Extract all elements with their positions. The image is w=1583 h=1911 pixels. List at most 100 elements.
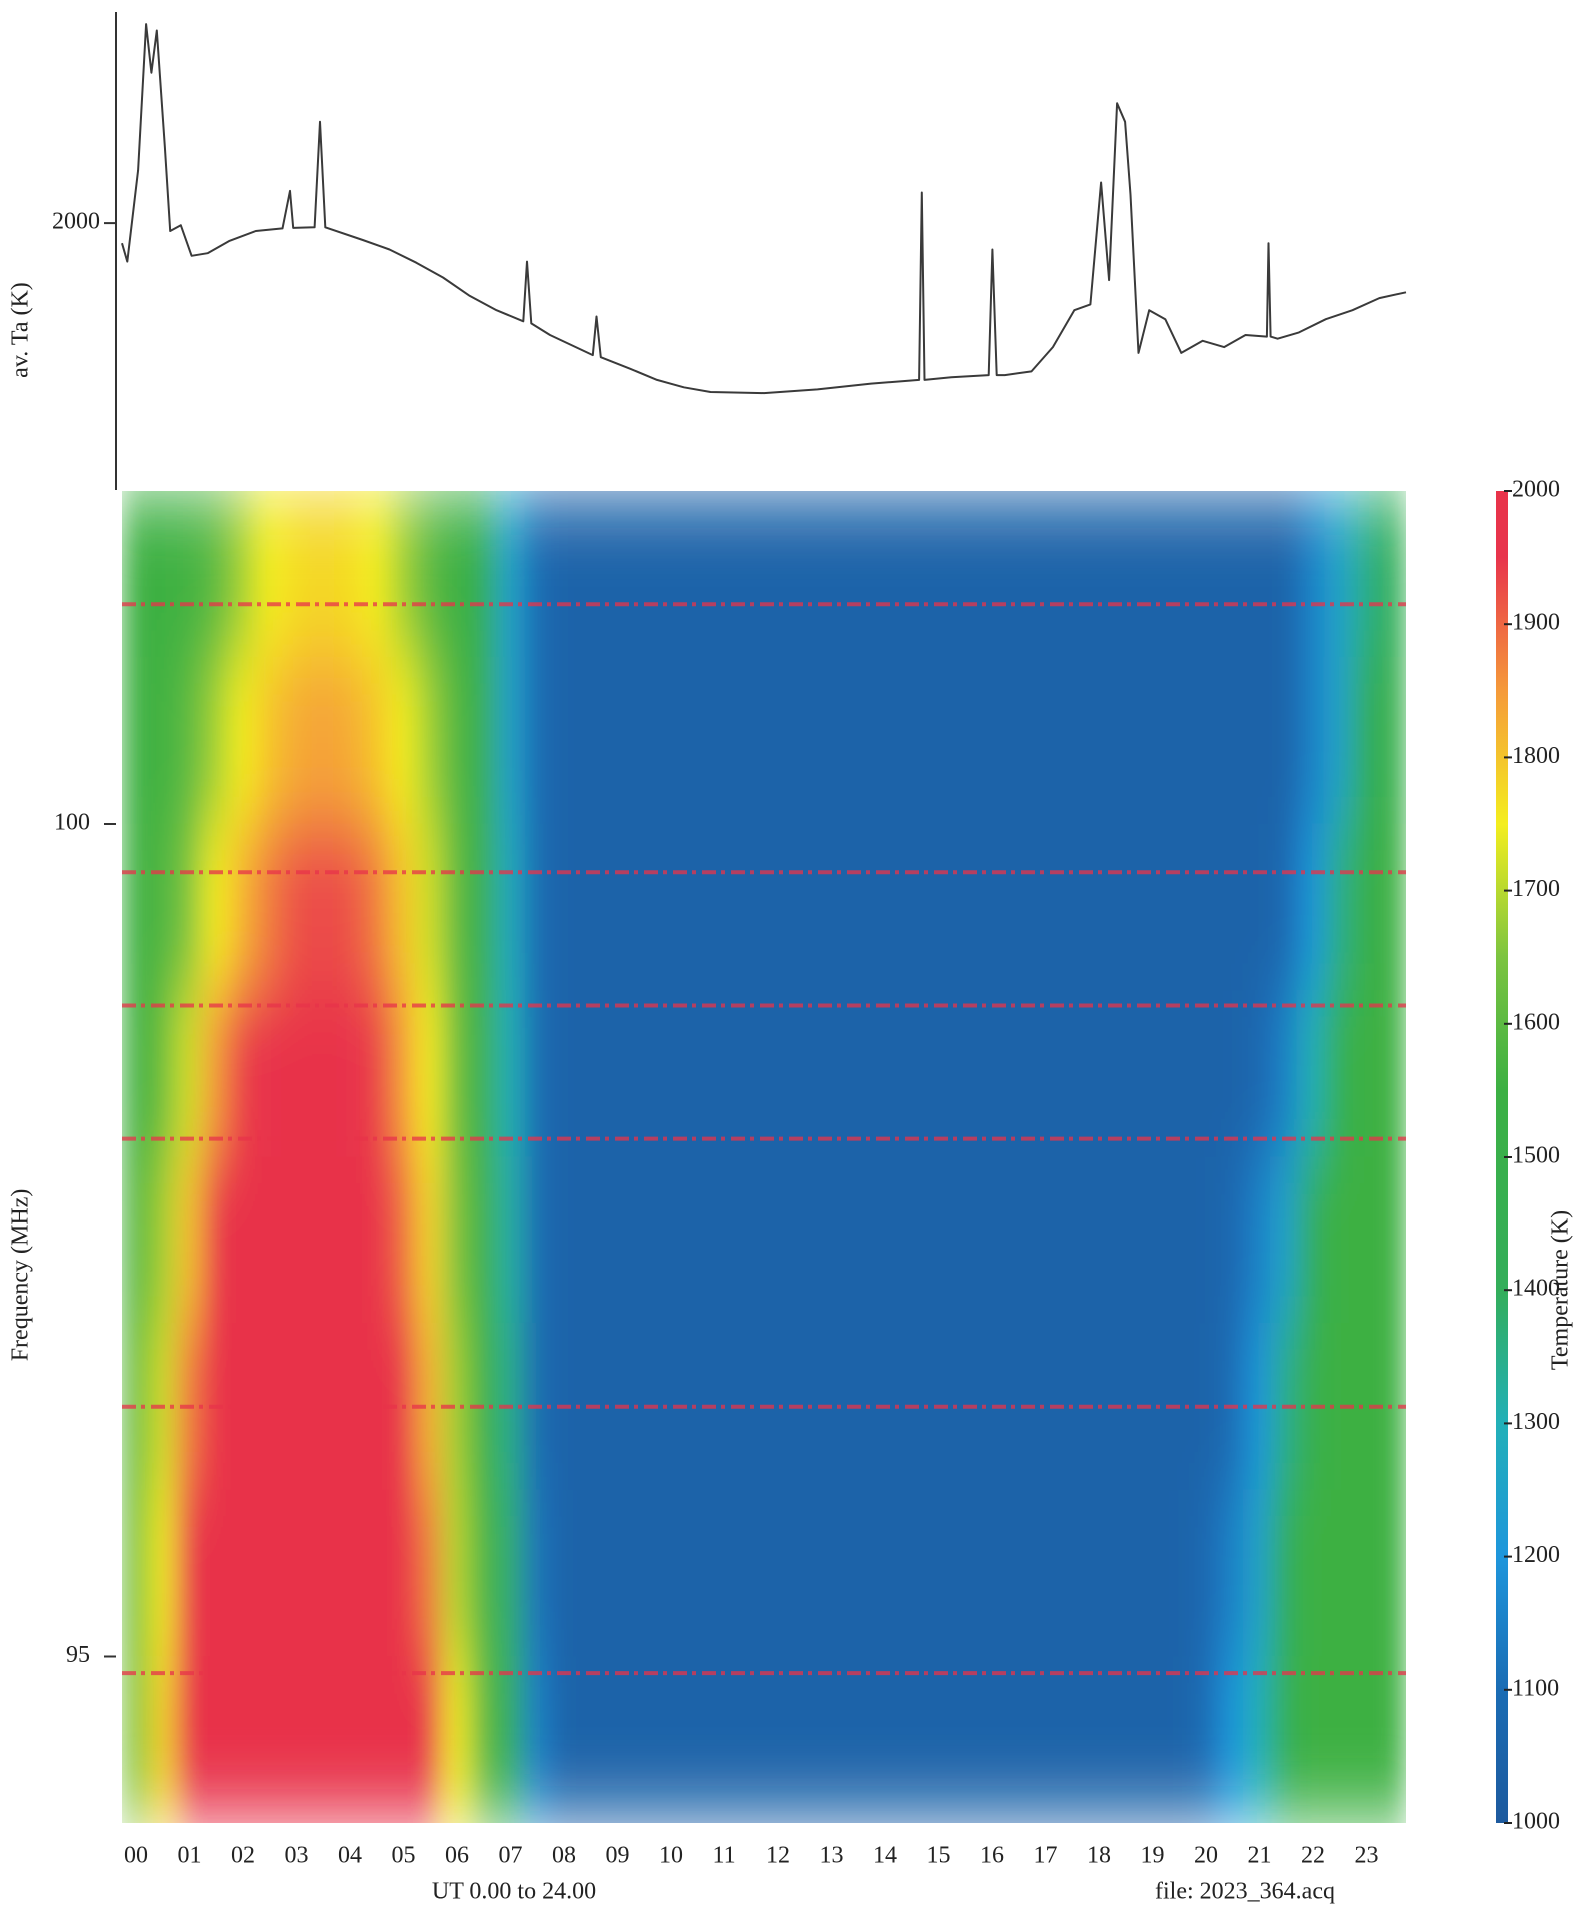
heat-cell — [202, 990, 230, 1158]
heat-cell — [576, 491, 604, 659]
heat-cell — [202, 1157, 230, 1325]
heat-cell — [362, 990, 390, 1158]
heat-cell — [790, 1656, 818, 1824]
heat-cell — [737, 1490, 765, 1658]
heat-cell — [1058, 824, 1086, 992]
heat-cell — [630, 491, 658, 659]
heat-cell — [416, 990, 444, 1158]
heat-cell — [1058, 990, 1086, 1158]
heat-cell — [282, 491, 310, 659]
heat-cell — [630, 824, 658, 992]
heat-cell — [443, 1490, 471, 1658]
colorbar-tick-label: 1700 — [1512, 876, 1560, 902]
heat-cell — [978, 1490, 1006, 1658]
heat-cell — [443, 491, 471, 659]
heat-cell — [416, 657, 444, 825]
x-tick-label: 22 — [1301, 1843, 1325, 1869]
heat-cell — [603, 990, 631, 1158]
heat-cell — [229, 1656, 257, 1824]
heat-cell — [1058, 1157, 1086, 1325]
heat-cell — [175, 824, 203, 992]
heat-cell — [550, 1157, 578, 1325]
heat-cell — [1058, 657, 1086, 825]
heat-cell — [469, 1490, 497, 1658]
heat-cell — [1379, 824, 1407, 992]
heat-cell — [978, 1656, 1006, 1824]
heat-cell — [336, 1490, 364, 1658]
heat-cell — [1031, 1656, 1059, 1824]
heat-cell — [790, 657, 818, 825]
heat-cell — [523, 1656, 551, 1824]
heat-cell — [1165, 824, 1193, 992]
heat-cell — [924, 491, 952, 659]
heat-cell — [924, 1157, 952, 1325]
heat-cell — [817, 990, 845, 1158]
heat-cell — [1352, 1157, 1380, 1325]
heat-cell — [175, 657, 203, 825]
heat-cell — [122, 824, 150, 992]
heat-cell — [817, 491, 845, 659]
heat-cell — [576, 990, 604, 1158]
heat-cell — [630, 990, 658, 1158]
heat-cell — [1004, 1656, 1032, 1824]
heat-cell — [282, 1656, 310, 1824]
heat-cell — [1165, 1656, 1193, 1824]
heat-cell — [443, 990, 471, 1158]
heat-cell — [1192, 990, 1220, 1158]
heat-cell — [951, 1656, 979, 1824]
heat-cell — [362, 1157, 390, 1325]
heat-cell — [1165, 990, 1193, 1158]
x-tick-label: 13 — [820, 1843, 844, 1869]
heat-cell — [122, 1490, 150, 1658]
x-tick-label: 09 — [606, 1843, 630, 1869]
heat-cell — [122, 657, 150, 825]
x-tick-label: 20 — [1194, 1843, 1218, 1869]
heat-cell — [1379, 657, 1407, 825]
heat-cell — [1272, 1490, 1300, 1658]
heat-cell — [1138, 990, 1166, 1158]
colorbar-tick-label: 1500 — [1512, 1143, 1560, 1169]
heat-cell — [683, 1656, 711, 1824]
heat-cell — [1111, 491, 1139, 659]
heat-cell — [871, 824, 899, 992]
heat-cell — [282, 1490, 310, 1658]
heat-cell — [496, 1157, 524, 1325]
heat-cell — [336, 491, 364, 659]
heat-cell — [1379, 1490, 1407, 1658]
heat-cell — [389, 1490, 417, 1658]
heat-cell — [255, 657, 283, 825]
heat-cell — [416, 1656, 444, 1824]
heat-cell — [737, 1656, 765, 1824]
heat-cell — [443, 1157, 471, 1325]
heat-cell — [710, 657, 738, 825]
heat-cell — [1058, 1490, 1086, 1658]
x-tick-label: 21 — [1248, 1843, 1272, 1869]
colorbar-tick-label: 2000 — [1512, 477, 1560, 503]
heat-cell — [496, 1656, 524, 1824]
heat-cell — [1352, 990, 1380, 1158]
heat-cell — [1218, 990, 1246, 1158]
heat-cell — [1192, 824, 1220, 992]
heat-cell — [683, 1157, 711, 1325]
heat-cell — [817, 824, 845, 992]
heat-cell — [924, 1656, 952, 1824]
heat-cell — [1031, 1490, 1059, 1658]
heat-cell — [523, 1490, 551, 1658]
heat-cell — [844, 990, 872, 1158]
heat-cell — [1004, 657, 1032, 825]
heat-cell — [576, 1656, 604, 1824]
heat-cell — [309, 990, 337, 1158]
heat-cell — [148, 491, 176, 659]
heat-cell — [469, 491, 497, 659]
heat-cell — [897, 1490, 925, 1658]
heat-cell — [336, 990, 364, 1158]
heat-cell — [1138, 1490, 1166, 1658]
x-tick-label: 05 — [392, 1843, 416, 1869]
heat-cell — [1031, 657, 1059, 825]
heat-cell — [309, 1490, 337, 1658]
heat-cell — [336, 1157, 364, 1325]
heat-cell — [148, 1656, 176, 1824]
heat-cell — [1085, 990, 1113, 1158]
y-tick-label: 100 — [54, 810, 90, 836]
heat-cell — [1031, 824, 1059, 992]
